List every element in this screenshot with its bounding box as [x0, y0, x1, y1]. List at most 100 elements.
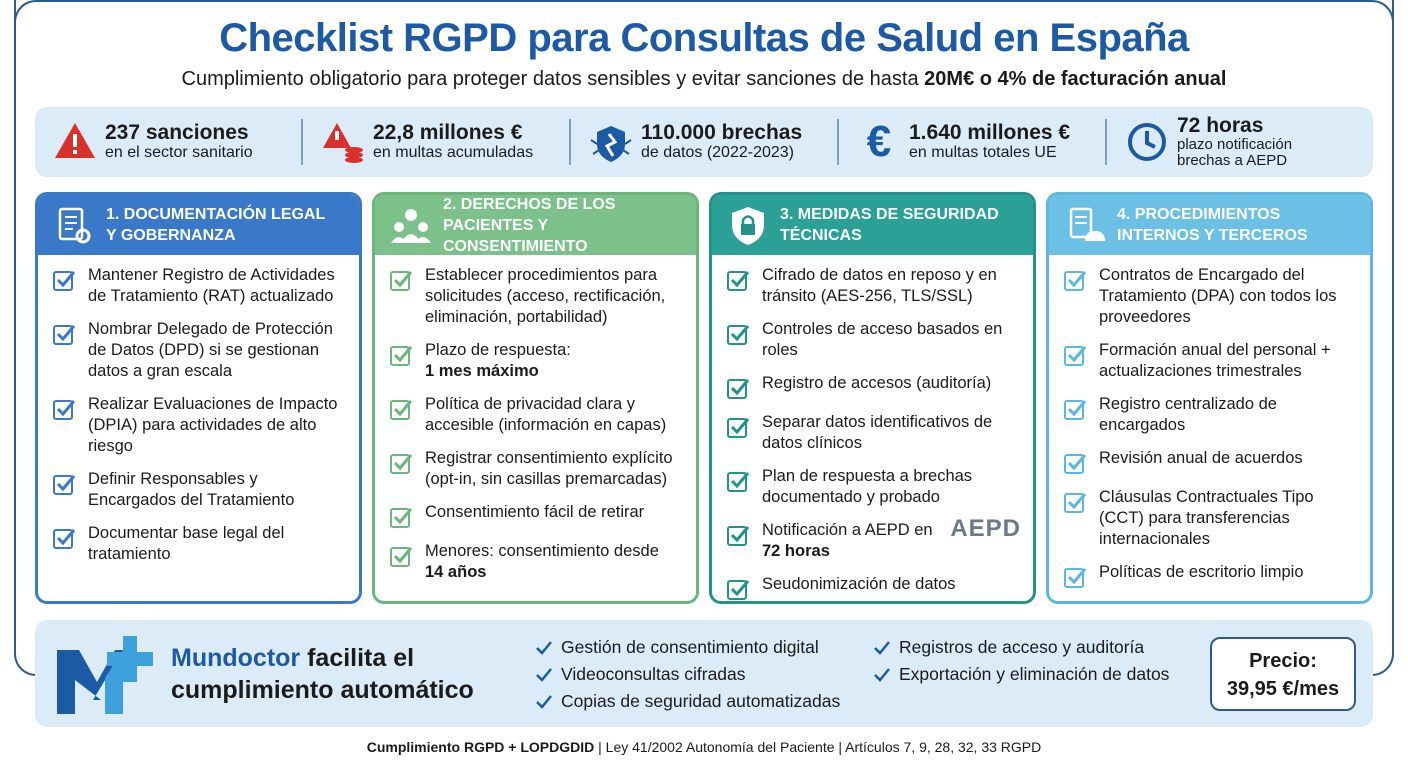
- subtitle-strong: 20M€ o 4% de facturación anual: [924, 68, 1227, 90]
- footer-text: | Ley 41/2002 Autonomía del Paciente | A…: [594, 739, 1042, 755]
- feature-text: Gestión de consentimiento digital: [561, 637, 819, 657]
- checkbox-icon: [727, 271, 750, 291]
- item-label: Plazo de respuesta:: [425, 341, 571, 359]
- stat-value: 22,8 millones €: [373, 121, 523, 144]
- stat-icon: [1128, 123, 1166, 161]
- checkbox-icon: [1064, 568, 1087, 588]
- checklist-item: Política de privacidad clara y accesible…: [389, 394, 686, 436]
- checklist-item: Revisión anual de acuerdos: [1063, 448, 1360, 475]
- column-title: 3. MEDIDAS DE SEGURIDAD TÉCNICAS: [780, 206, 999, 244]
- stat-label: en multas totales UE: [909, 144, 1057, 161]
- brand: Mundoctor: [171, 644, 301, 672]
- column-header: 4. PROCEDIMIENTOS INTERNOS Y TERCEROS: [1049, 195, 1370, 255]
- item-text: Definir Responsables y Encargados del Tr…: [88, 469, 349, 511]
- tagline: facilita el cumplimiento automático: [171, 644, 474, 704]
- stat-label: plazo notificación brechas a AEPD: [1177, 136, 1293, 169]
- checklist-item: Registro centralizado de encargados: [1063, 394, 1360, 436]
- item-label: Definir Responsables y Encargados del Tr…: [88, 470, 295, 509]
- item-text: Realizar Evaluaciones de Impacto (DPIA) …: [88, 394, 349, 457]
- item-text: Contratos de Encargado del Tratamiento (…: [1099, 265, 1360, 328]
- item-label: Cláusulas Contractuales Tipo (CCT) para …: [1099, 488, 1314, 548]
- stat-label: en multas acumuladas: [373, 144, 534, 161]
- item-label: Registro centralizado de encargados: [1099, 395, 1277, 434]
- checkbox-icon: [727, 325, 750, 345]
- item-label: Plan de respuesta a brechas documentado …: [762, 467, 973, 506]
- checklist-item: Nombrar Delegado de Protección de Datos …: [52, 319, 349, 382]
- checklist-item: Seudonimización de datos: [726, 574, 1023, 601]
- stat: €1.640 millones € en multas totales UE: [839, 119, 1107, 165]
- item-label: Menores: consentimiento desde: [425, 542, 659, 560]
- stat-icon: €: [867, 120, 891, 164]
- column: 2. DERECHOS DE LOS PACIENTES Y CONSENTIM…: [372, 192, 699, 604]
- item-label: Políticas de escritorio limpio: [1099, 563, 1304, 581]
- checkbox-icon: [727, 526, 750, 546]
- item-text: Registro centralizado de encargados: [1099, 394, 1360, 436]
- checklist-item: Plan de respuesta a brechas documentado …: [726, 466, 1023, 508]
- footer-strong: Cumplimiento RGPD + LOPDGDID: [366, 739, 595, 755]
- item-text: Política de privacidad clara y accesible…: [425, 394, 686, 436]
- price: 39,95 €/mes: [1226, 678, 1340, 700]
- checkbox-icon: [1064, 400, 1087, 420]
- items: Cifrado de datos en reposo y en tránsito…: [712, 255, 1033, 601]
- item-strong: 1 mes máximo: [425, 362, 539, 380]
- item-text: Mantener Registro de Actividades de Trat…: [88, 265, 349, 307]
- checklist-item: Mantener Registro de Actividades de Trat…: [52, 265, 349, 307]
- stat-text: 72 horas plazo notificación brechas a AEP…: [1177, 115, 1317, 169]
- column-title: 1. DOCUMENTACIÓN LEGAL Y GOBERNANZA: [106, 206, 325, 244]
- check-icon: [536, 667, 552, 682]
- checkbox-icon: [53, 325, 76, 345]
- checklist-item: Menores: consentimiento desde 14 años: [389, 541, 686, 583]
- column-title: 2. DERECHOS DE LOS PACIENTES Y CONSENTIM…: [443, 195, 616, 255]
- checklist-item: Formación anual del personal + actualiza…: [1063, 340, 1360, 382]
- checkbox-icon: [1064, 271, 1087, 291]
- item-strong: 14 años: [425, 563, 487, 581]
- price-label: Precio:: [1249, 650, 1317, 672]
- item-label: Nombrar Delegado de Protección de Datos …: [88, 320, 333, 380]
- stat-value: 1.640 millones €: [909, 121, 1071, 144]
- items: Mantener Registro de Actividades de Trat…: [38, 255, 359, 565]
- column: 4. PROCEDIMIENTOS INTERNOS Y TERCEROS Con…: [1046, 192, 1373, 604]
- check-icon: [536, 640, 552, 655]
- checklist-item: Cifrado de datos en reposo y en tránsito…: [726, 265, 1023, 307]
- features: Gestión de consentimiento digital Videoco…: [535, 634, 1193, 715]
- checklist-item: Documentar base legal del tratamiento: [52, 523, 349, 565]
- check-icon: [874, 640, 890, 655]
- checkbox-icon: [1064, 454, 1087, 474]
- stat-text: 1.640 millones € en multas totales UE: [909, 122, 1070, 162]
- check-icon: [874, 667, 890, 682]
- checkbox-icon: [53, 529, 76, 549]
- checklist-item: Plazo de respuesta: 1 mes máximo: [389, 340, 686, 382]
- checklist-item: Registrar consentimiento explícito (opt-…: [389, 448, 686, 490]
- item-label: Política de privacidad clara y accesible…: [425, 395, 667, 434]
- stat-value: 237 sanciones: [105, 121, 249, 144]
- svg-text:€: €: [867, 120, 891, 164]
- checkbox-icon: [727, 418, 750, 438]
- checkbox-icon: [53, 400, 76, 420]
- item-label: Controles de acceso basados en roles: [762, 320, 1003, 359]
- stat-value: 72 horas: [1177, 114, 1264, 137]
- item-text: Nombrar Delegado de Protección de Datos …: [88, 319, 349, 382]
- brand-logo: [57, 636, 153, 714]
- feature-text: Videoconsultas cifradas: [561, 664, 746, 684]
- title: Checklist RGPD para Consultas de Salud e…: [219, 16, 1189, 60]
- checkbox-icon: [53, 475, 76, 495]
- feature: Exportación y eliminación de datos: [873, 661, 1193, 688]
- stat-text: 110.000 brechas de datos (2022-2023): [641, 122, 802, 162]
- checklist-item: Registro de accesos (auditoría): [726, 373, 1023, 400]
- stat: 22,8 millones € en multas acumuladas: [303, 119, 571, 165]
- item-label: Formación anual del personal + actualiza…: [1099, 341, 1331, 380]
- stat: 237 sanciones en el sector sanitario: [35, 119, 303, 165]
- feature: Copias de seguridad automatizadas: [535, 688, 873, 715]
- stat: 72 horas plazo notificación brechas a AEP…: [1107, 115, 1373, 169]
- item-label: Consentimiento fácil de retirar: [425, 503, 645, 521]
- item-label: Separar datos identificativos de datos c…: [762, 413, 993, 452]
- item-text: Controles de acceso basados en roles: [762, 319, 1023, 361]
- stat-icon: [590, 126, 632, 162]
- checkbox-icon: [390, 547, 413, 567]
- column-icon: [58, 207, 91, 244]
- column-header: 3. MEDIDAS DE SEGURIDAD TÉCNICAS: [712, 195, 1033, 255]
- item-label: Cifrado de datos en reposo y en tránsito…: [762, 266, 997, 305]
- item-text: Plazo de respuesta: 1 mes máximo: [425, 340, 571, 382]
- checklist-item: Políticas de escritorio limpio: [1063, 562, 1360, 589]
- feature-text: Registros de acceso y auditoría: [899, 637, 1145, 657]
